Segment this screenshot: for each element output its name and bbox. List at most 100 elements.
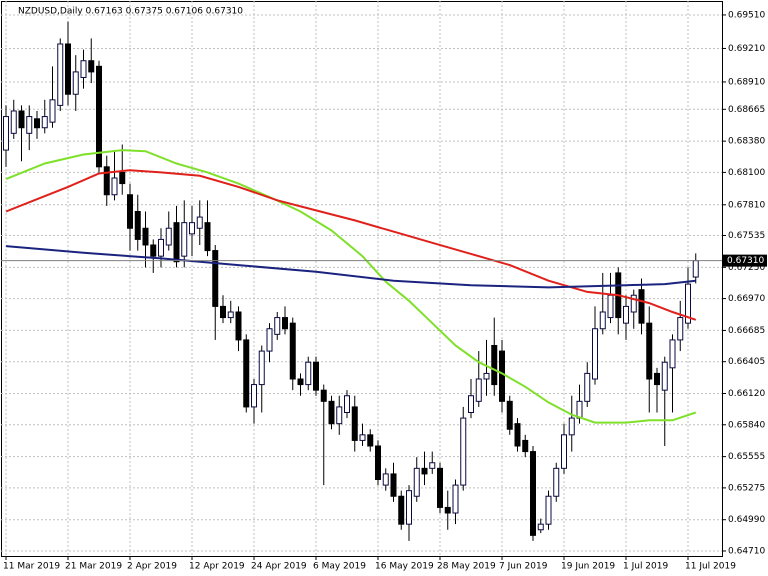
candle-body: [398, 495, 405, 525]
candle-body: [49, 99, 56, 123]
candle-body: [103, 166, 110, 196]
candle-body: [258, 350, 265, 386]
candle-body: [553, 467, 560, 497]
y-tick-label: 0.65275: [728, 483, 765, 493]
candle-body: [297, 378, 304, 386]
candle-body: [344, 395, 350, 414]
candle-body: [514, 423, 521, 447]
candle-body: [196, 216, 203, 229]
y-tick-label: 0.66685: [728, 326, 765, 336]
candle-body: [119, 171, 126, 185]
candle-body: [142, 227, 149, 246]
candle-body: [243, 339, 250, 408]
y-tick-label: 0.64990: [728, 515, 765, 525]
candle-body: [173, 222, 180, 263]
y-tick-label: 0.69510: [728, 10, 765, 20]
candle-body: [677, 317, 684, 341]
y-tick-label: 0.68100: [728, 168, 765, 178]
y-tick-label: 0.65840: [728, 420, 765, 430]
candle-body: [576, 400, 583, 419]
y-tick-label: 0.66120: [728, 389, 765, 399]
x-tick-label: 19 Jun 2019: [561, 562, 615, 572]
x-tick-label: 6 May 2019: [313, 562, 366, 572]
candle-body: [328, 400, 335, 425]
y-tick-label: 0.65555: [728, 452, 765, 462]
candle-body: [57, 43, 64, 106]
candle-body: [592, 328, 598, 380]
candle-body: [568, 417, 575, 436]
candle-body: [506, 400, 513, 430]
candle-body: [158, 238, 164, 257]
candle-body: [669, 339, 676, 369]
x-tick-label: 2 Apr 2019: [127, 562, 177, 572]
y-tick-label: 0.67250: [728, 263, 765, 273]
candle-body: [584, 372, 591, 402]
candle-body: [41, 116, 48, 129]
candle-body: [413, 467, 420, 497]
candle-body: [483, 372, 490, 380]
y-tick-label: 0.68380: [728, 137, 765, 147]
x-tick-label: 12 Apr 2019: [189, 562, 245, 572]
y-tick-label: 0.66405: [728, 357, 765, 367]
y-tick-label: 0.69210: [728, 44, 765, 54]
candle-body: [150, 244, 157, 257]
candle-body: [452, 484, 459, 514]
candle-body: [444, 506, 451, 514]
candle-body: [134, 210, 141, 240]
candle-body: [646, 322, 653, 380]
candle-body: [320, 389, 327, 402]
candle-body: [88, 60, 95, 73]
x-tick-label: 16 May 2019: [375, 562, 434, 572]
candle-body: [212, 250, 219, 307]
y-tick-label: 0.68665: [728, 105, 765, 115]
y-tick-label: 0.67810: [728, 200, 765, 210]
x-tick-label: 24 Apr 2019: [251, 562, 307, 572]
candle-body: [599, 311, 606, 330]
candle-body: [251, 384, 257, 408]
candle-body: [127, 194, 133, 229]
candle-body: [654, 372, 660, 386]
candle-body: [561, 434, 567, 469]
moving-average: [5, 149, 697, 424]
candle-body: [406, 490, 412, 525]
candle-body: [220, 305, 226, 319]
candle-body: [685, 283, 691, 324]
candle-body: [189, 222, 195, 235]
candle-body: [437, 467, 443, 508]
candle-body: [661, 361, 668, 391]
candle-body: [266, 328, 273, 352]
last-price-box: [723, 254, 767, 267]
candle-body: [499, 350, 505, 402]
candle-body: [522, 439, 529, 453]
candle-body: [545, 495, 552, 525]
candle-body: [692, 260, 699, 278]
y-tick-label: 0.68910: [728, 77, 765, 87]
x-tick-label: 1 Jul 2019: [623, 562, 668, 572]
candle-body: [475, 378, 482, 402]
candle-body: [282, 317, 288, 330]
candle-body: [80, 60, 87, 78]
candle-body: [111, 177, 118, 196]
candle-body: [367, 434, 374, 447]
moving-average: [5, 169, 697, 321]
candle-body: [630, 294, 637, 313]
candle-body: [607, 294, 614, 319]
candle-body: [65, 43, 71, 95]
candle-body: [289, 322, 296, 380]
candle-body: [429, 462, 436, 469]
x-tick-label: 21 Mar 2019: [65, 562, 122, 572]
candle-body: [10, 110, 17, 134]
candle-body: [421, 467, 428, 475]
candle-body: [165, 227, 172, 246]
candle-body: [274, 317, 281, 335]
x-tick-label: 11 Jul 2019: [685, 562, 736, 572]
candle-body: [530, 451, 536, 536]
candle-body: [460, 417, 467, 486]
candle-body: [26, 116, 33, 134]
candle-body: [359, 434, 366, 441]
candle-body: [313, 361, 319, 391]
x-tick-label: 11 Mar 2019: [3, 562, 60, 572]
candle-body: [638, 289, 645, 324]
candle-body: [34, 118, 40, 129]
